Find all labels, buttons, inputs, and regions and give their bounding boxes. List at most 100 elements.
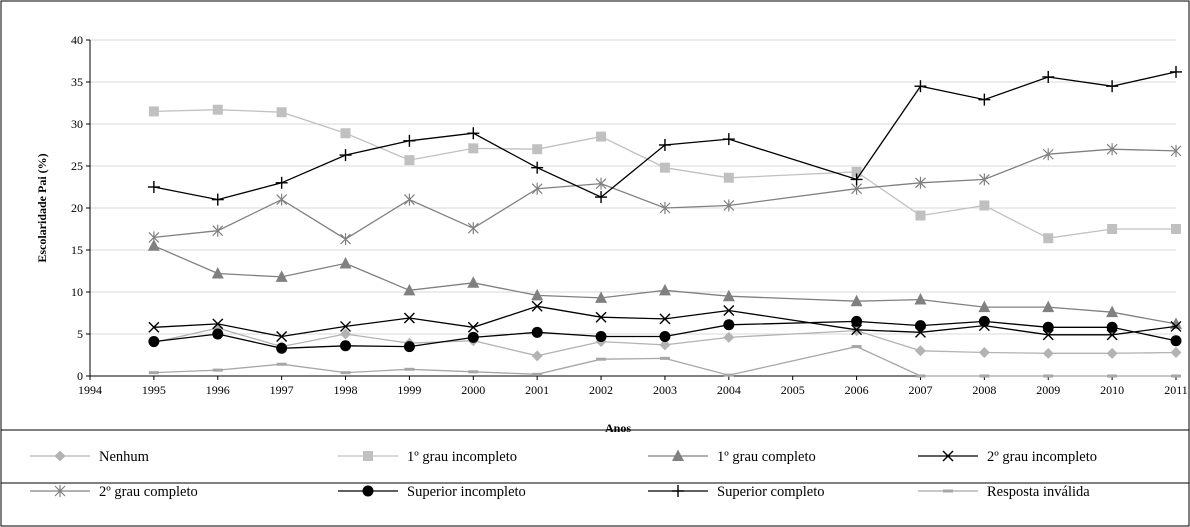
x-tick-label: 2003 — [653, 383, 677, 397]
marker-stroke — [942, 450, 954, 462]
series-6 — [147, 65, 1182, 206]
legend-item: 2º grau incompleto — [918, 449, 1097, 465]
data-point-circle — [978, 315, 990, 327]
marker-stroke — [659, 313, 671, 325]
data-point-dash — [723, 373, 734, 377]
data-point-star — [148, 231, 160, 244]
series-5 — [148, 315, 1182, 354]
data-point-diamond — [531, 350, 543, 362]
legend-item: 1º grau completo — [648, 449, 816, 465]
data-point-square — [915, 210, 926, 221]
data-point-square — [404, 155, 415, 166]
x-tick-label: 1995 — [142, 383, 166, 397]
data-point-star — [54, 485, 66, 497]
data-point-plus — [403, 134, 416, 147]
data-point-triangle — [914, 293, 927, 305]
data-point-circle — [1042, 321, 1054, 333]
data-point-dash — [1171, 374, 1181, 378]
x-tick-label: 2006 — [845, 383, 869, 397]
series-line — [153, 109, 1176, 239]
data-point-triangle — [1042, 300, 1055, 313]
data-point-dash — [276, 362, 287, 366]
data-point-star — [403, 193, 415, 206]
data-point-diamond — [659, 339, 671, 351]
x-tick-label: 2004 — [717, 383, 741, 397]
data-point-circle — [914, 320, 926, 332]
legend-item: Nenhum — [30, 449, 150, 465]
data-point-star — [915, 176, 926, 189]
data-point-star — [595, 177, 607, 190]
data-point-x — [340, 320, 352, 332]
data-point-x — [595, 311, 607, 323]
data-point-triangle — [595, 291, 608, 303]
data-point-plus — [275, 176, 288, 189]
data-point-triangle — [722, 289, 735, 302]
data-point-triangle — [531, 288, 544, 301]
data-point-dash — [212, 368, 223, 372]
data-point-x — [723, 304, 735, 316]
data-point-plus — [339, 149, 352, 162]
data-point-circle — [723, 319, 735, 331]
data-point-star — [212, 224, 224, 237]
data-point-triangle — [978, 300, 991, 313]
x-tick-label: 2000 — [461, 383, 485, 397]
x-tick-label: 1997 — [270, 383, 294, 397]
marker-stroke — [403, 312, 415, 324]
data-point-square — [363, 451, 373, 461]
data-point-plus — [147, 181, 160, 193]
data-point-circle — [362, 485, 374, 497]
data-point-circle — [1106, 321, 1118, 333]
data-point-x — [531, 300, 543, 312]
legend-label: Superior completo — [717, 484, 825, 500]
x-tick-label: 2005 — [781, 383, 805, 397]
x-tick-label: 1999 — [397, 383, 421, 397]
marker-stroke — [148, 321, 160, 333]
data-point-triangle — [147, 239, 160, 251]
data-point-circle — [212, 328, 224, 340]
data-point-square — [532, 144, 543, 155]
data-point-diamond — [978, 346, 990, 358]
legend: Nenhum 1º grau incompleto 1º grau completo… — [30, 449, 1097, 500]
series-2 — [147, 239, 1182, 329]
data-point-circle — [467, 331, 479, 343]
series-line — [153, 245, 1177, 325]
marker-stroke — [467, 321, 479, 333]
legend-item: Superior completo — [648, 484, 825, 500]
data-point-square — [212, 104, 223, 115]
data-point-circle — [595, 331, 607, 343]
data-point-dash — [340, 371, 351, 375]
data-point-dash — [943, 489, 953, 493]
data-point-triangle — [1106, 305, 1119, 318]
series-line — [153, 345, 1176, 377]
data-point-triangle — [211, 267, 224, 279]
data-point-circle — [403, 341, 415, 353]
legend-label: 2º grau completo — [99, 484, 198, 500]
data-point-square — [723, 172, 734, 183]
series-line — [153, 148, 1177, 240]
marker-stroke — [595, 311, 607, 323]
data-point-plus — [978, 93, 991, 106]
marker-stroke — [276, 331, 288, 343]
series-line — [153, 327, 1177, 357]
marker-stroke — [340, 320, 352, 332]
data-point-square — [340, 128, 351, 139]
data-point-triangle — [467, 276, 480, 288]
data-point-square — [276, 107, 287, 118]
series-line — [153, 305, 1177, 338]
y-tick-label: 5 — [77, 327, 83, 341]
data-point-star — [467, 222, 479, 235]
data-point-dash — [851, 345, 862, 349]
data-point-dash — [915, 374, 926, 378]
data-point-square — [468, 143, 479, 154]
data-point-dash — [148, 371, 159, 375]
y-tick-label: 20 — [71, 201, 83, 215]
data-point-star — [340, 233, 351, 246]
x-tick-label: 1994 — [78, 383, 102, 397]
x-tick-label: 2009 — [1036, 383, 1060, 397]
series-line — [153, 71, 1177, 201]
y-tick-label: 10 — [71, 285, 83, 299]
marker-stroke — [531, 300, 543, 312]
y-axis-title: Escolaridade Pai (%) — [35, 153, 49, 262]
